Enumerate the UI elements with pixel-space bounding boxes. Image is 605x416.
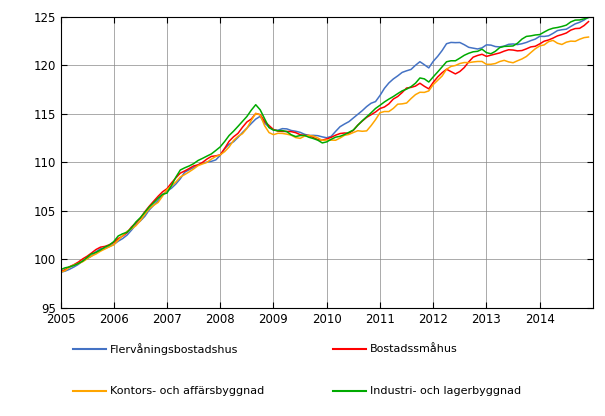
Text: Industri- och lagerbyggnad: Industri- och lagerbyggnad	[370, 386, 522, 396]
Text: Bostadssmåhus: Bostadssmåhus	[370, 344, 458, 354]
Text: Flervåningsbostadshus: Flervåningsbostadshus	[110, 344, 238, 355]
Text: Kontors- och affärsbyggnad: Kontors- och affärsbyggnad	[110, 386, 264, 396]
